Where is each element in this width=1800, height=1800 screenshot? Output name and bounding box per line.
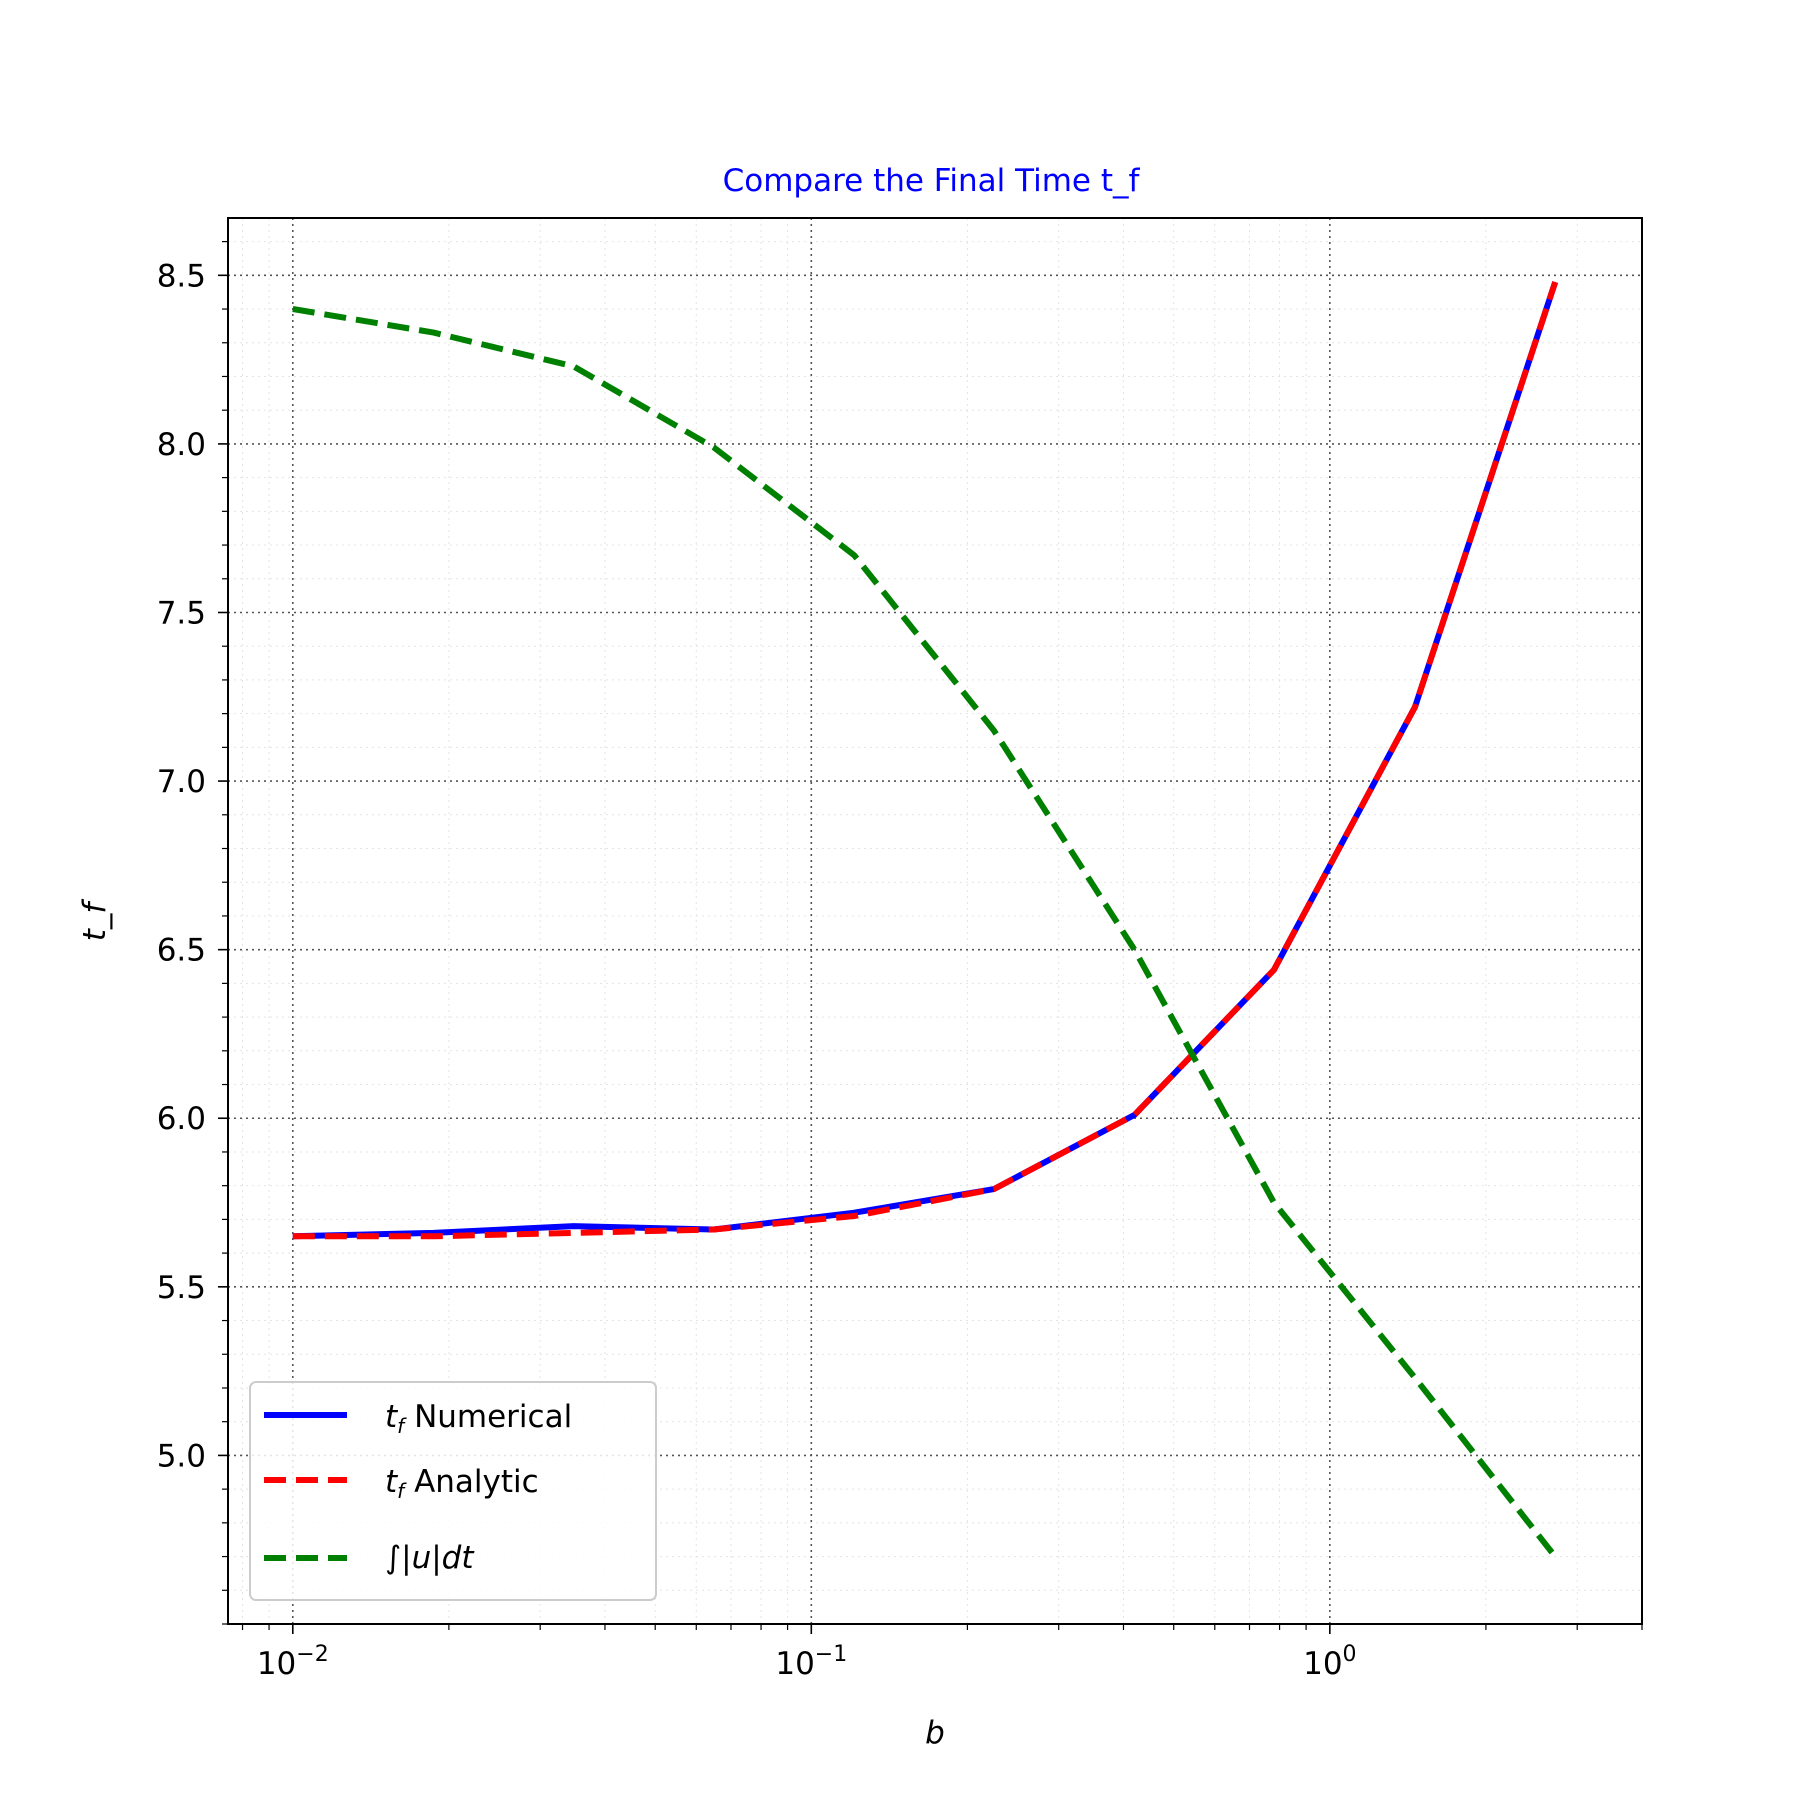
y-tick-label: 6.5	[157, 933, 206, 969]
legend-label-analytic-text: Analytic	[414, 1464, 539, 1500]
legend: tf Numerical tf Analytic ∫|u|dt	[249, 1381, 657, 1601]
x-tick-label: 10−2	[257, 1642, 329, 1682]
legend-label-integral-text: ∫|u|dt	[385, 1540, 475, 1576]
y-tick-label: 6.0	[157, 1101, 206, 1137]
y-tick-label: 5.0	[157, 1438, 206, 1474]
legend-label-numerical: tf Numerical	[385, 1399, 572, 1438]
x-tick-label: 10−1	[775, 1642, 847, 1682]
x-tick-label: 100	[1303, 1642, 1356, 1682]
series-line-analytic	[292, 281, 1559, 1240]
y-axis-label-text: t_f	[77, 899, 113, 942]
y-tick-label: 8.0	[157, 427, 206, 463]
y-tick-label: 7.0	[157, 764, 206, 800]
y-tick-label: 7.5	[157, 595, 206, 631]
axes-frame	[227, 217, 1643, 1625]
legend-label-numerical-text: Numerical	[414, 1399, 572, 1435]
chart-title-text: Compare the Final Time t_f	[723, 163, 1141, 199]
y-axis-label: t_f	[77, 899, 113, 942]
axis-ticks	[218, 241, 1643, 1634]
legend-label-integral: ∫|u|dt	[385, 1540, 475, 1576]
chart-title: Compare the Final Time t_f	[723, 163, 1141, 199]
tick-labels: 10−2 10−1 100 5.0 5.5 6.0 6.5 7.0 7.5 8.0 8.5	[157, 258, 1357, 1682]
legend-label-analytic: tf Analytic	[385, 1464, 539, 1503]
y-tick-label: 5.5	[157, 1270, 206, 1306]
x-axis-label: b	[925, 1715, 945, 1751]
series-layer	[292, 281, 1559, 1559]
y-axis-label-group: t_f	[77, 899, 113, 942]
series-line-numerical	[292, 281, 1559, 1240]
series-line-integral	[292, 306, 1558, 1559]
y-tick-label: 8.5	[157, 258, 206, 294]
legend-box	[249, 1381, 657, 1601]
